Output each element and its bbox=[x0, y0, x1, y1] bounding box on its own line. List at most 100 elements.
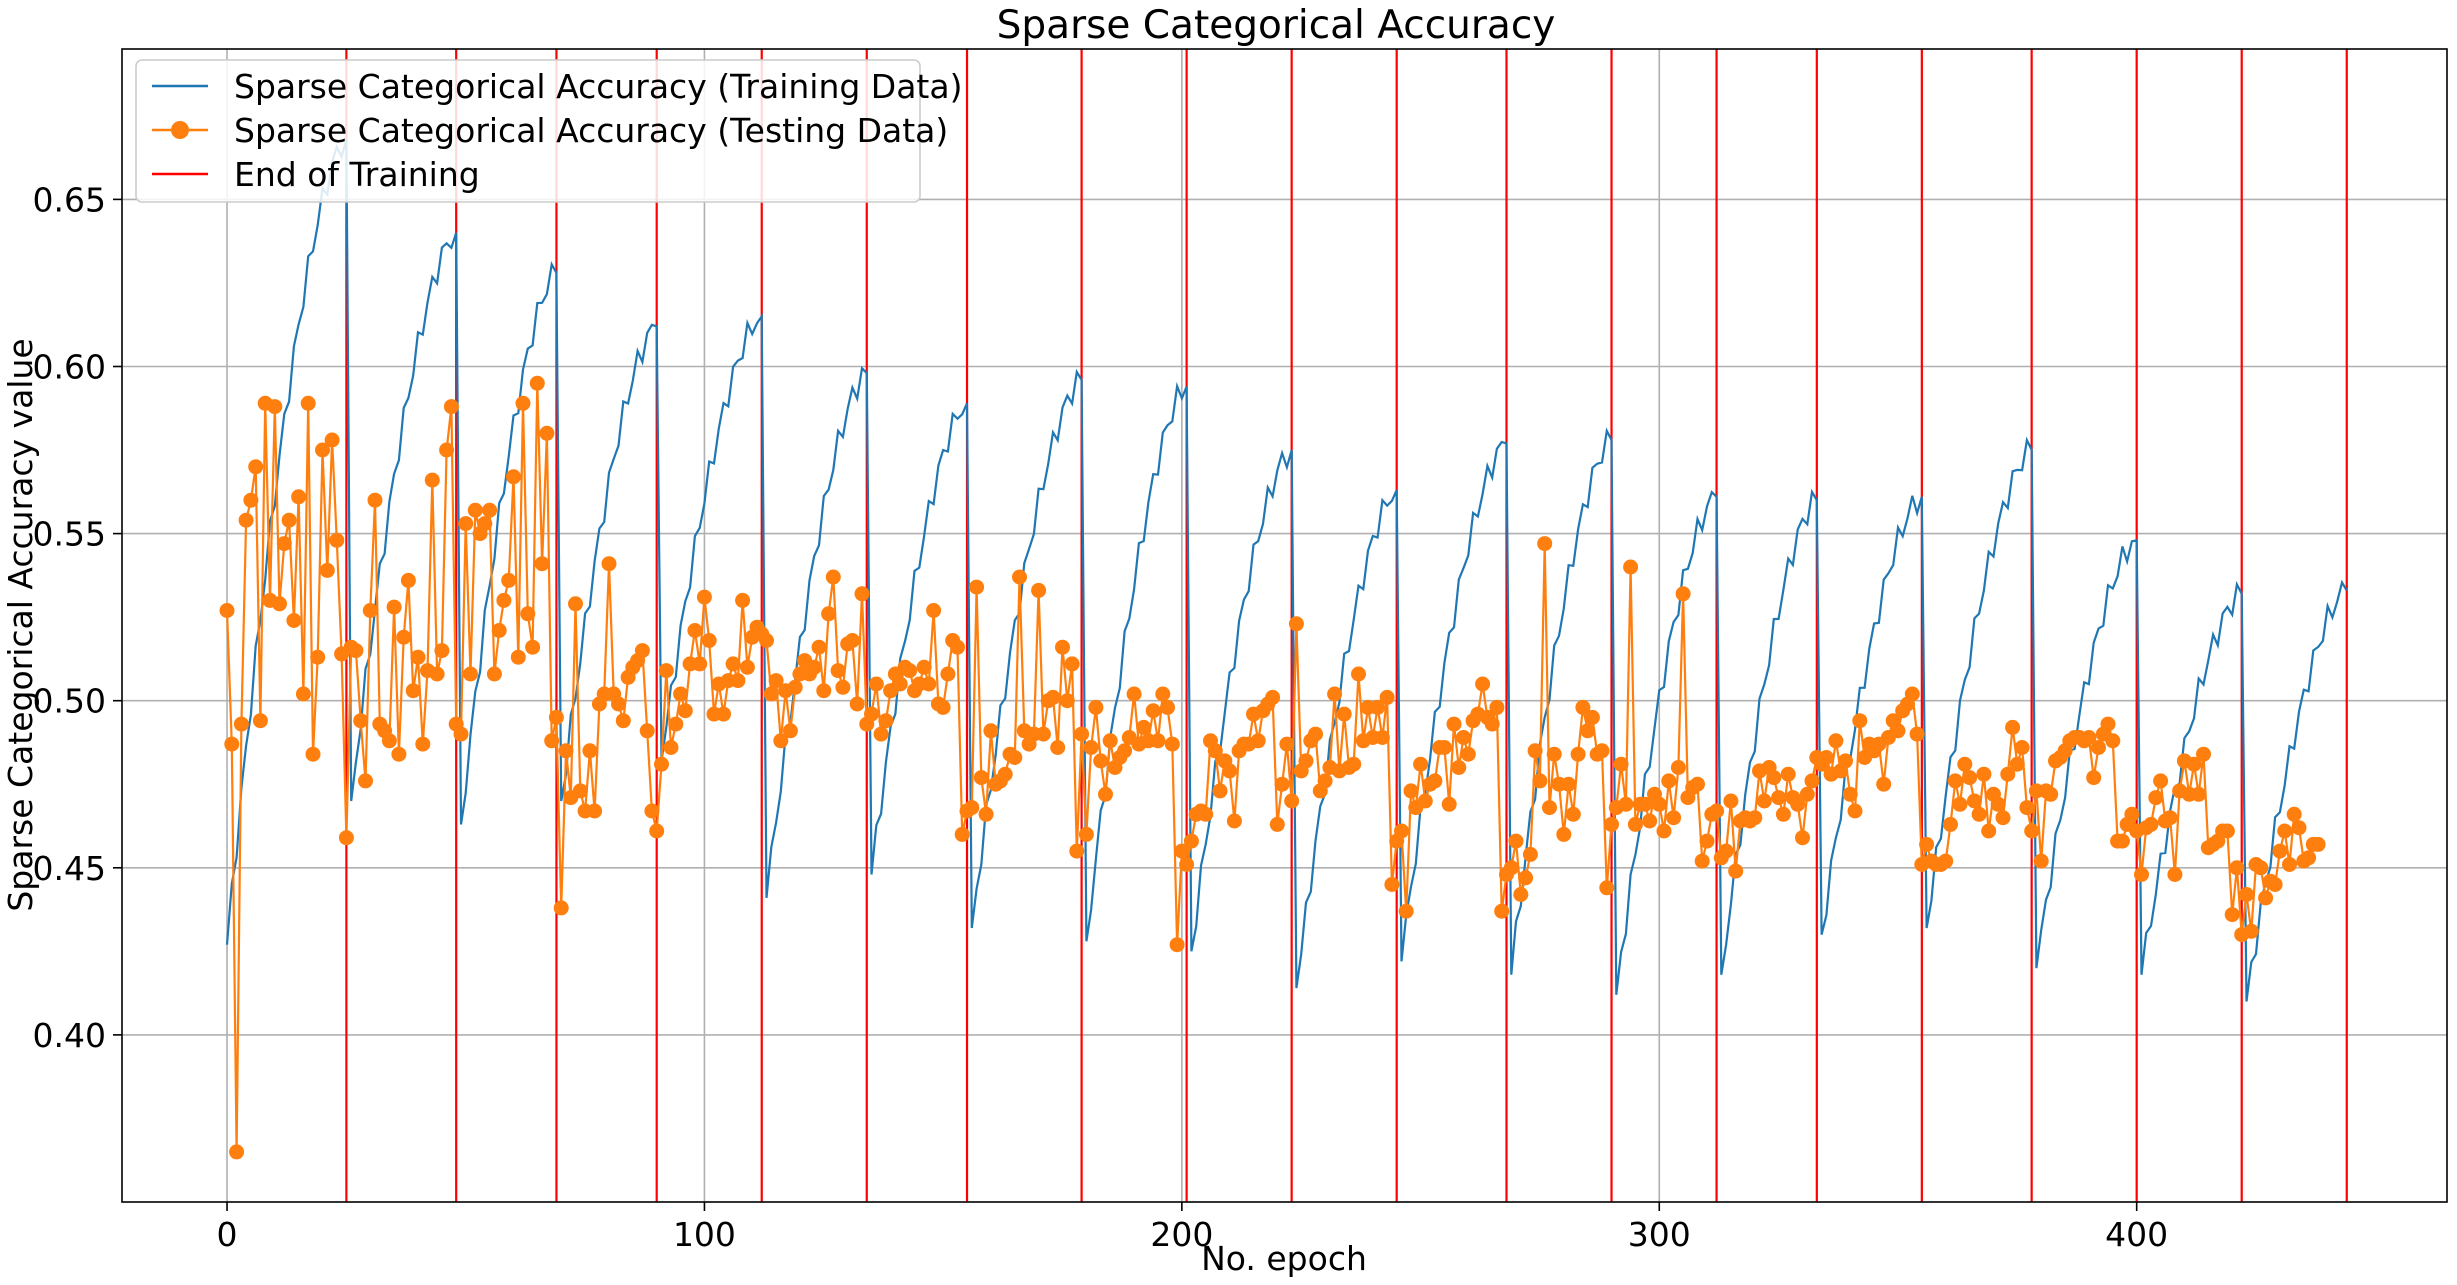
test-point bbox=[763, 686, 779, 702]
test-point bbox=[844, 633, 860, 648]
test-point bbox=[348, 643, 364, 659]
test-point bbox=[1709, 803, 1725, 819]
test-point bbox=[1093, 753, 1109, 769]
test-point bbox=[1413, 756, 1429, 772]
test-point bbox=[649, 823, 665, 839]
test-point bbox=[1155, 686, 1171, 702]
test-point bbox=[1074, 726, 1090, 742]
test-point bbox=[1136, 719, 1152, 735]
test-point bbox=[601, 556, 617, 572]
test-point bbox=[1904, 686, 1920, 702]
test-point bbox=[1890, 723, 1906, 739]
test-point bbox=[243, 492, 259, 508]
test-point bbox=[1532, 773, 1548, 789]
test-point bbox=[1957, 756, 1973, 772]
test-point bbox=[515, 395, 531, 411]
test-point bbox=[2267, 877, 2283, 892]
test-point bbox=[768, 673, 784, 689]
test-point bbox=[248, 459, 264, 475]
test-point bbox=[1747, 810, 1763, 826]
test-point bbox=[587, 803, 603, 819]
test-point bbox=[381, 733, 397, 749]
test-point bbox=[439, 442, 455, 458]
test-point bbox=[849, 696, 865, 712]
test-point bbox=[1379, 689, 1395, 705]
test-point bbox=[634, 643, 650, 659]
grid-lines bbox=[122, 49, 2447, 1202]
test-point bbox=[1126, 686, 1142, 702]
test-point bbox=[1250, 733, 1266, 749]
x-axis-ticks: 0 100 200 300 400 bbox=[217, 1202, 2168, 1254]
test-point bbox=[1417, 793, 1433, 809]
test-point bbox=[1484, 716, 1500, 732]
test-point bbox=[415, 736, 431, 752]
testing-accuracy-markers bbox=[219, 375, 2326, 1160]
test-point bbox=[2100, 716, 2116, 732]
test-point bbox=[310, 649, 326, 665]
test-point bbox=[1675, 586, 1691, 602]
test-point bbox=[491, 623, 507, 638]
test-point bbox=[1284, 793, 1300, 809]
test-point bbox=[2224, 907, 2240, 923]
test-point bbox=[467, 502, 483, 518]
test-point bbox=[1842, 786, 1858, 802]
test-point bbox=[658, 663, 674, 679]
test-point bbox=[1995, 810, 2011, 826]
test-point bbox=[973, 770, 989, 786]
test-point bbox=[1947, 773, 1963, 789]
test-point bbox=[1183, 833, 1199, 849]
test-point bbox=[267, 399, 283, 415]
test-point bbox=[2019, 800, 2035, 816]
y-tick-label: 0.65 bbox=[33, 180, 106, 219]
test-point bbox=[2033, 853, 2049, 869]
test-point bbox=[696, 589, 712, 605]
test-point bbox=[224, 736, 240, 752]
x-tick-label: 300 bbox=[1628, 1215, 1691, 1254]
test-point bbox=[1718, 843, 1734, 859]
test-point bbox=[2191, 786, 2207, 802]
test-point bbox=[1269, 816, 1285, 832]
test-point bbox=[1031, 582, 1047, 598]
test-point bbox=[1699, 833, 1715, 849]
test-point bbox=[1604, 816, 1619, 832]
training-accuracy-line bbox=[225, 138, 2348, 1002]
test-point bbox=[878, 713, 894, 729]
test-point bbox=[739, 659, 755, 675]
test-point bbox=[1069, 843, 1085, 859]
test-point bbox=[787, 679, 803, 695]
test-point bbox=[701, 633, 717, 648]
test-point bbox=[358, 773, 373, 789]
test-point bbox=[1790, 796, 1806, 812]
x-axis-label: No. epoch bbox=[1201, 1239, 1367, 1278]
test-point bbox=[477, 516, 493, 532]
test-point bbox=[1088, 699, 1104, 715]
test-point bbox=[935, 699, 951, 715]
test-point bbox=[1613, 756, 1629, 772]
chart-title: Sparse Categorical Accuracy bbox=[997, 3, 1556, 48]
test-point bbox=[520, 606, 536, 622]
test-point bbox=[644, 803, 660, 819]
test-point bbox=[544, 733, 560, 749]
test-point bbox=[238, 512, 254, 528]
test-point bbox=[558, 743, 574, 759]
test-point bbox=[434, 643, 450, 659]
test-point bbox=[1308, 726, 1323, 742]
test-point bbox=[391, 746, 407, 762]
test-point bbox=[1795, 830, 1810, 846]
test-point bbox=[1599, 880, 1615, 896]
test-point bbox=[611, 696, 626, 712]
test-point bbox=[1876, 776, 1892, 792]
test-point bbox=[2043, 786, 2059, 802]
test-point bbox=[735, 592, 751, 608]
test-point bbox=[229, 1144, 245, 1160]
test-point bbox=[1656, 823, 1672, 839]
end-of-training-lines bbox=[345, 49, 2348, 1202]
test-point bbox=[252, 713, 268, 729]
test-point bbox=[219, 603, 235, 618]
test-point bbox=[1565, 806, 1581, 822]
test-point bbox=[1943, 816, 1958, 832]
test-point bbox=[730, 673, 746, 689]
test-point bbox=[873, 726, 889, 742]
test-point bbox=[1298, 753, 1314, 769]
